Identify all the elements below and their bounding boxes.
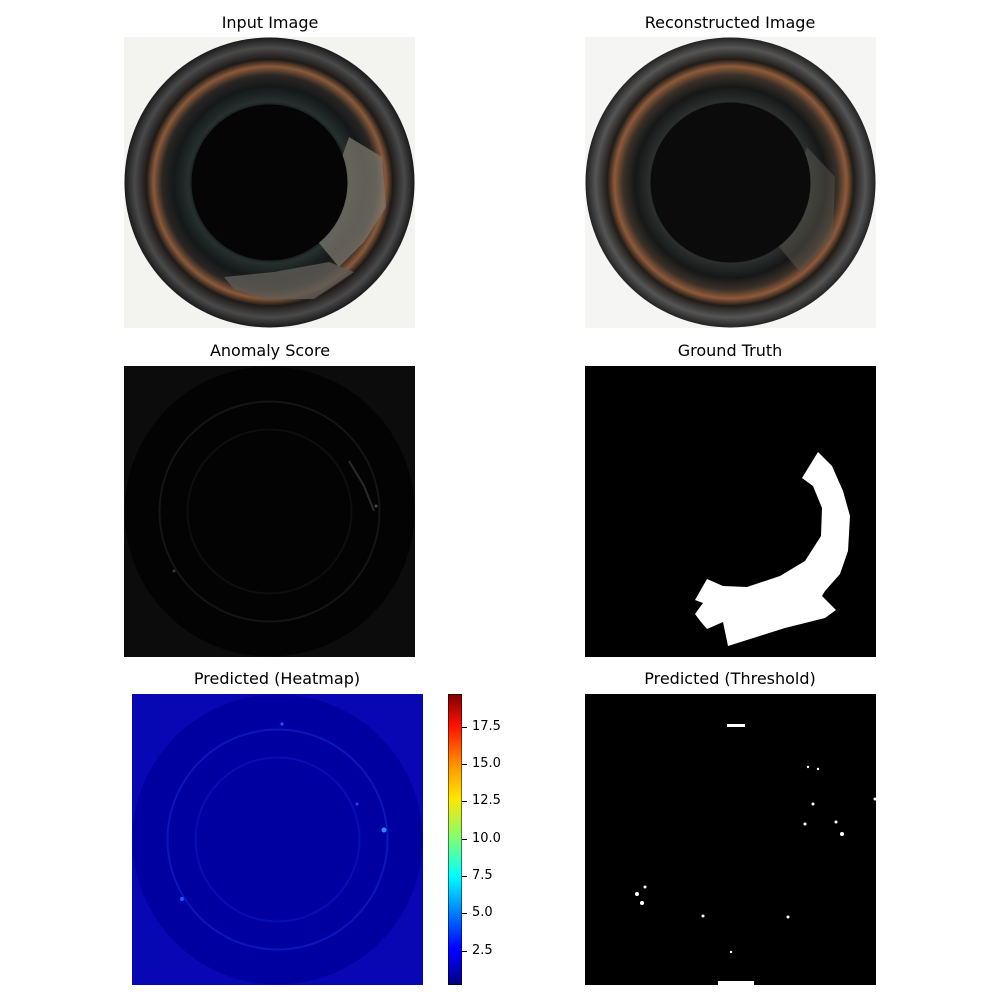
threshold-title: Predicted (Threshold) (644, 669, 816, 688)
colorbar-tick-label: 15.0 (472, 756, 501, 772)
colorbar-tick-label: 5.0 (472, 905, 493, 921)
predicted-heatmap (132, 694, 423, 985)
colorbar (448, 694, 462, 985)
ground-truth-mask (585, 366, 876, 657)
colorbar-tick (462, 913, 467, 915)
reconstructed-image-title: Reconstructed Image (644, 13, 816, 32)
colorbar-tick-label: 12.5 (472, 793, 501, 809)
colorbar-tick-label: 17.5 (472, 718, 501, 734)
reconstructed-image (585, 37, 876, 328)
colorbar-tick (462, 838, 467, 840)
colorbar-tick (462, 764, 467, 766)
colorbar-tick (462, 801, 467, 803)
input-image-title: Input Image (221, 13, 319, 32)
colorbar-tick (462, 950, 467, 952)
colorbar-tick (462, 726, 467, 728)
colorbar-ticks: 2.5 5.0 7.5 10.0 12.5 15.0 17.5 (462, 694, 532, 985)
colorbar-tick-label: 10.0 (472, 830, 501, 846)
anomaly-score-image (124, 366, 415, 657)
anomaly-score-title: Anomaly Score (209, 341, 331, 360)
ground-truth-title: Ground Truth (677, 341, 783, 360)
predicted-threshold-mask (585, 694, 876, 985)
heatmap-title: Predicted (Heatmap) (193, 669, 361, 688)
colorbar-tick (462, 876, 467, 878)
colorbar-tick-label: 7.5 (472, 868, 493, 884)
input-image (124, 37, 415, 328)
colorbar-tick-label: 2.5 (472, 942, 493, 958)
